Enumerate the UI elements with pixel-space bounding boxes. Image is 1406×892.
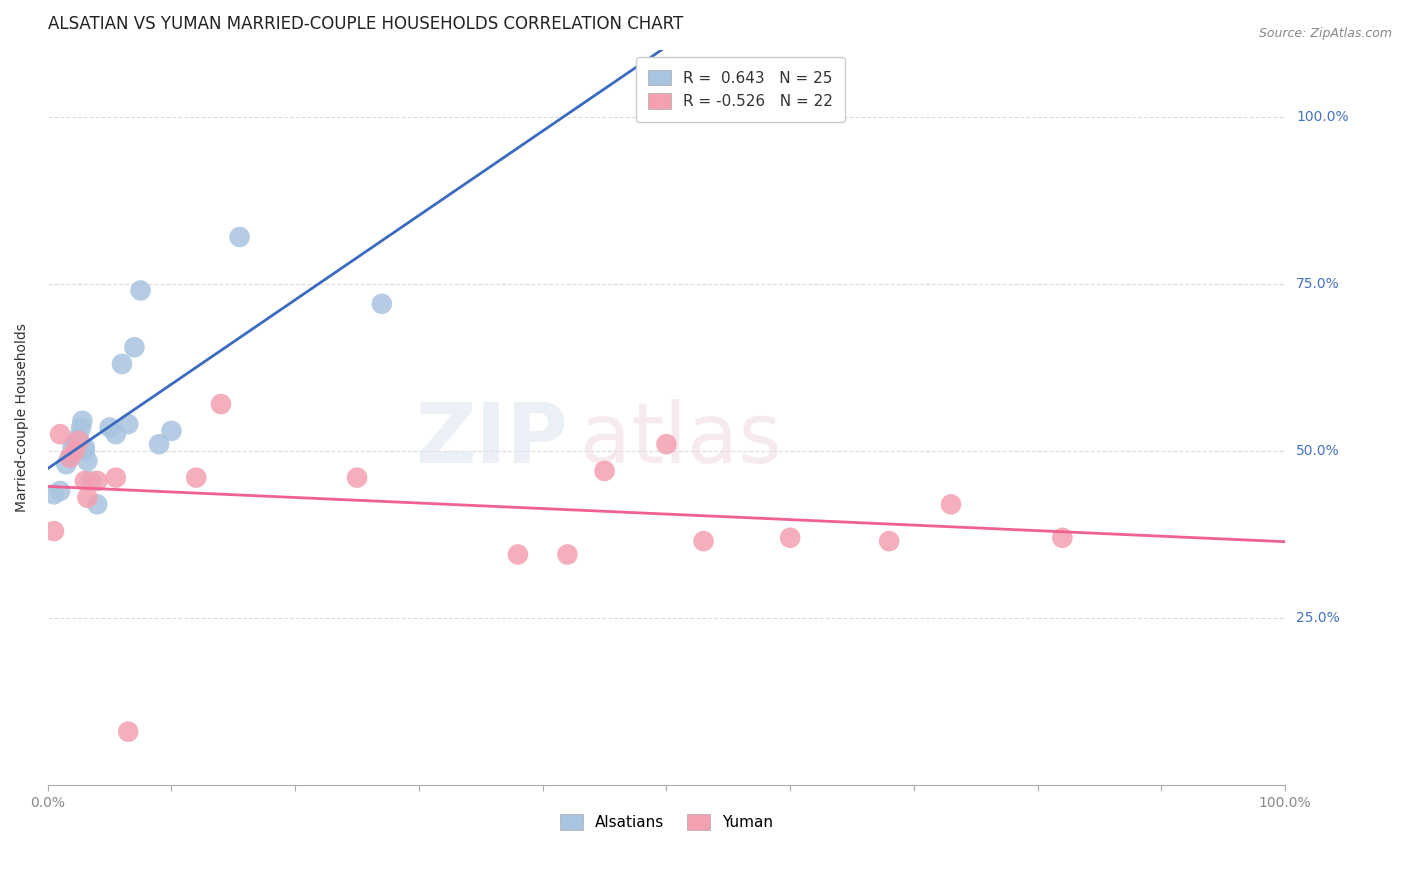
Legend: Alsatians, Yuman: Alsatians, Yuman	[554, 808, 779, 837]
Point	[59, 450, 82, 465]
Point	[49, 483, 72, 498]
Point	[209, 397, 232, 411]
Text: Source: ZipAtlas.com: Source: ZipAtlas.com	[1258, 27, 1392, 40]
Point	[148, 437, 170, 451]
Text: atlas: atlas	[579, 399, 782, 480]
Point	[42, 524, 65, 538]
Point	[76, 491, 98, 505]
Point	[557, 548, 579, 562]
Point	[55, 457, 77, 471]
Point	[49, 427, 72, 442]
Point	[70, 420, 93, 434]
Point	[1052, 531, 1074, 545]
Point	[779, 531, 801, 545]
Point	[63, 437, 86, 451]
Point	[111, 357, 134, 371]
Point	[67, 434, 90, 448]
Point	[73, 443, 96, 458]
Point	[86, 497, 108, 511]
Point	[67, 434, 90, 448]
Point	[117, 417, 139, 432]
Text: 100.0%: 100.0%	[1296, 110, 1348, 124]
Text: ALSATIAN VS YUMAN MARRIED-COUPLE HOUSEHOLDS CORRELATION CHART: ALSATIAN VS YUMAN MARRIED-COUPLE HOUSEHO…	[48, 15, 683, 33]
Point	[73, 474, 96, 488]
Point	[63, 443, 86, 458]
Point	[73, 441, 96, 455]
Point	[42, 487, 65, 501]
Text: 75.0%: 75.0%	[1296, 277, 1340, 291]
Point	[117, 724, 139, 739]
Point	[104, 470, 127, 484]
Point	[506, 548, 529, 562]
Point	[692, 534, 714, 549]
Y-axis label: Married-couple Households: Married-couple Households	[15, 323, 30, 512]
Point	[228, 230, 250, 244]
Text: ZIP: ZIP	[415, 399, 568, 480]
Point	[877, 534, 900, 549]
Point	[80, 474, 103, 488]
Point	[346, 470, 368, 484]
Text: 50.0%: 50.0%	[1296, 444, 1340, 458]
Point	[67, 430, 90, 444]
Point	[186, 470, 208, 484]
Point	[939, 497, 962, 511]
Point	[655, 437, 678, 451]
Point	[76, 454, 98, 468]
Point	[129, 284, 152, 298]
Text: 25.0%: 25.0%	[1296, 611, 1340, 625]
Point	[104, 427, 127, 442]
Point	[72, 414, 94, 428]
Point	[62, 441, 84, 455]
Point	[86, 474, 108, 488]
Point	[98, 420, 121, 434]
Point	[59, 450, 82, 465]
Point	[593, 464, 616, 478]
Point	[160, 424, 183, 438]
Point	[124, 340, 146, 354]
Point	[371, 297, 394, 311]
